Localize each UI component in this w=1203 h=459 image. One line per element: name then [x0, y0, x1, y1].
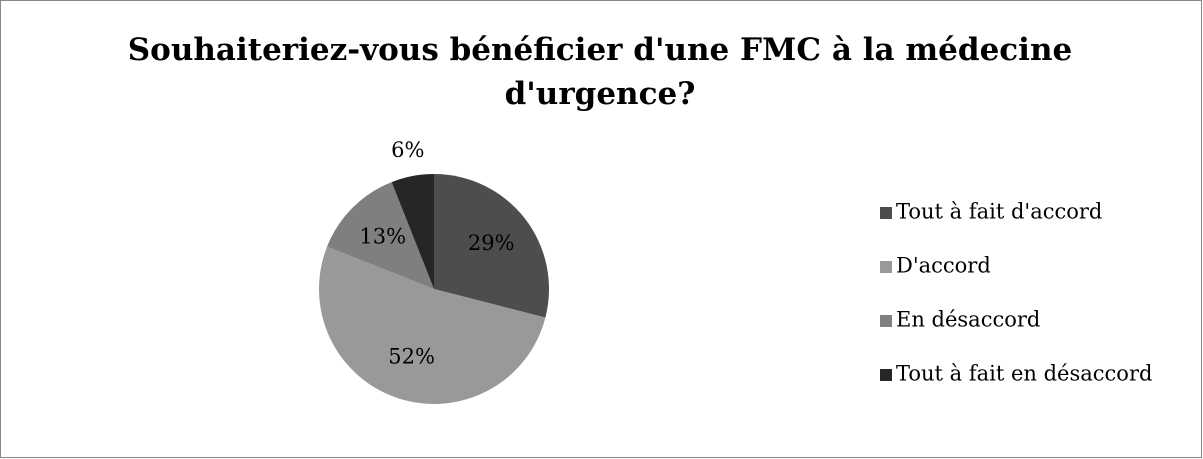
legend-swatch [880, 261, 892, 273]
chart-title: Souhaiteriez-vous bénéficier d'une FMC à… [127, 32, 1073, 112]
legend-label: D'accord [896, 254, 991, 278]
pie-slice [327, 182, 434, 289]
data-label: 29% [468, 231, 515, 255]
data-label: 13% [359, 224, 406, 248]
pie-slice [318, 246, 546, 405]
pie-slice [391, 174, 434, 289]
legend-label: En désaccord [896, 308, 1040, 332]
legend-label: Tout à fait en désaccord [896, 362, 1152, 386]
pie-slice [434, 174, 549, 318]
legend-swatch [880, 315, 892, 327]
legend-swatch [880, 207, 892, 219]
data-label: 52% [388, 344, 435, 368]
data-label: 6% [391, 138, 424, 162]
legend-label: Tout à fait d'accord [896, 200, 1102, 224]
legend-swatch [880, 369, 892, 381]
